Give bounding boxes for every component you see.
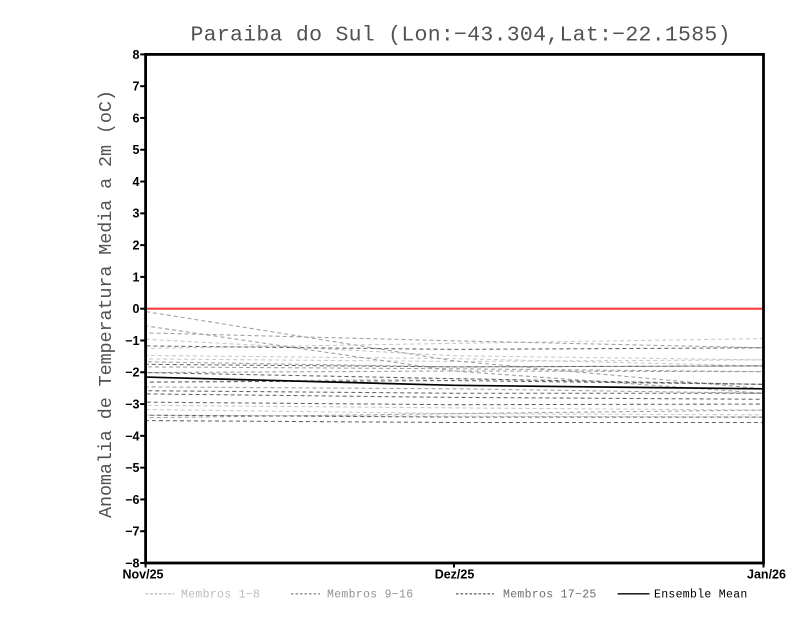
svg-text:3: 3: [133, 207, 140, 221]
svg-text:5: 5: [133, 143, 140, 157]
svg-text:Membros 17−25: Membros 17−25: [503, 589, 597, 602]
svg-text:8: 8: [133, 48, 140, 62]
svg-text:Membros 1−8: Membros 1−8: [181, 589, 260, 602]
svg-text:−2: −2: [125, 366, 139, 380]
svg-text:1: 1: [133, 270, 140, 284]
svg-text:Jan/26: Jan/26: [747, 568, 786, 582]
svg-text:Dez/25: Dez/25: [435, 568, 475, 582]
svg-text:Membros 9−16: Membros 9−16: [327, 589, 413, 602]
svg-text:7: 7: [133, 80, 140, 94]
svg-text:Anomalia de Temperatura Media: Anomalia de Temperatura Media a 2m (oC): [96, 90, 117, 518]
svg-text:−6: −6: [125, 493, 139, 507]
svg-text:−5: −5: [125, 461, 139, 475]
svg-text:−3: −3: [125, 397, 139, 411]
svg-text:−1: −1: [125, 334, 139, 348]
svg-text:4: 4: [133, 175, 140, 189]
svg-text:−7: −7: [125, 525, 139, 539]
svg-text:Nov/25: Nov/25: [123, 568, 164, 582]
svg-text:6: 6: [133, 111, 140, 125]
svg-text:Paraiba do Sul (Lon:−43.304,La: Paraiba do Sul (Lon:−43.304,Lat:−22.1585…: [191, 24, 731, 48]
svg-text:−4: −4: [125, 429, 139, 443]
svg-text:0: 0: [133, 302, 140, 316]
svg-text:−8: −8: [125, 556, 139, 570]
svg-text:2: 2: [133, 239, 140, 253]
svg-text:Ensemble Mean: Ensemble Mean: [654, 589, 748, 602]
